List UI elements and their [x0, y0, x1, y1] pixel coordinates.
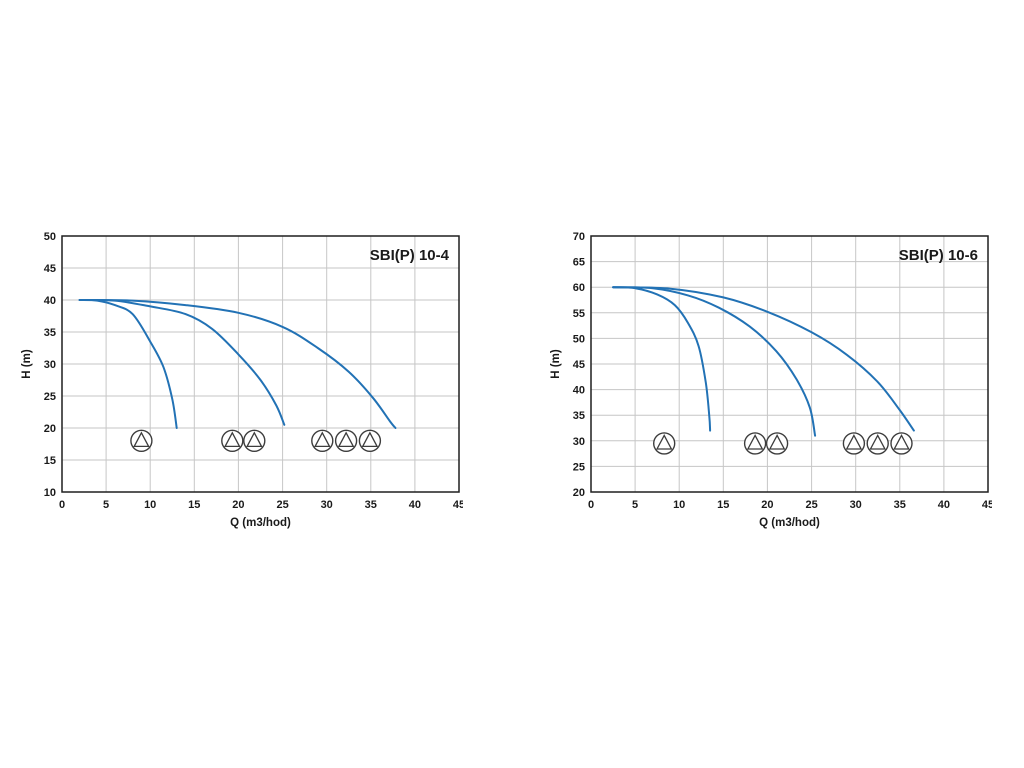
x-tick-label: 0: [59, 499, 65, 511]
x-tick-label: 35: [365, 499, 377, 511]
x-tick-label: 5: [632, 499, 638, 511]
y-tick-label: 30: [44, 359, 56, 371]
pump-icon: [652, 432, 676, 455]
axis-tick-labels: 0 5 10 15 20 25 30 35 40 45 20 25 30 35 40 45 50 55 60 65 70: [573, 231, 992, 511]
pump-curve-2: [612, 286, 817, 437]
pump-icon: [866, 432, 889, 455]
x-tick-label: 15: [717, 499, 729, 511]
chart-title: SBI(P) 10-6: [899, 247, 978, 264]
pump-curves: [612, 286, 915, 437]
x-tick-label: 5: [103, 499, 109, 511]
x-tick-label: 40: [409, 499, 421, 511]
charts-row: 0 5 10 15 20 25 30 35 40 45 10 15 20 25 30 35 40 45 50 Q (m…: [18, 230, 992, 542]
chart-title: SBI(P) 10-4: [370, 247, 450, 264]
y-tick-label: 45: [44, 263, 56, 275]
y-axis-label: H (m): [550, 349, 562, 379]
y-axis-label: H (m): [21, 349, 33, 379]
x-tick-label: 10: [673, 499, 685, 511]
y-tick-label: 20: [44, 423, 56, 435]
plot-border: [61, 235, 460, 493]
y-tick-label: 25: [44, 391, 56, 403]
y-tick-label: 50: [573, 333, 585, 345]
pump-icon: [221, 429, 244, 453]
pump-icon: [334, 429, 358, 453]
pump-icon: [890, 432, 913, 455]
y-tick-label: 40: [573, 385, 585, 397]
y-tick-label: 45: [573, 359, 585, 371]
x-tick-label: 0: [588, 499, 594, 511]
chart-figure-sbip-10-4: 0 5 10 15 20 25 30 35 40 45 10 15 20 25 30 35 40 45 50 Q (m…: [18, 230, 463, 542]
y-tick-label: 65: [573, 257, 585, 269]
pump-curves: [78, 298, 397, 429]
pump-curve-3: [78, 299, 397, 429]
x-axis-label: Q (m3/hod): [759, 517, 820, 529]
y-tick-label: 35: [44, 327, 56, 339]
x-tick-label: 30: [850, 499, 862, 511]
y-tick-label: 30: [573, 436, 585, 448]
pump-icon: [311, 429, 334, 453]
y-tick-label: 40: [44, 295, 56, 307]
y-tick-label: 50: [44, 231, 56, 243]
x-tick-label: 25: [805, 499, 817, 511]
x-tick-label: 35: [894, 499, 906, 511]
pump-curve-2: [78, 298, 286, 426]
y-tick-label: 10: [44, 487, 56, 499]
chart-canvas-sbip-10-6: 0 5 10 15 20 25 30 35 40 45 20 25 30 35 40 45 50 55 60 65 70…: [550, 231, 992, 529]
x-tick-label: 30: [321, 499, 333, 511]
y-tick-label: 20: [573, 487, 585, 499]
pump-icons: [652, 432, 913, 455]
x-tick-label: 25: [276, 499, 288, 511]
pump-icon: [743, 432, 767, 455]
y-tick-label: 60: [573, 282, 585, 294]
pump-curve-3: [612, 286, 915, 432]
y-tick-label: 55: [573, 308, 585, 320]
pump-curve-1: [612, 286, 712, 432]
grid-lines: [591, 236, 988, 492]
y-tick-label: 25: [573, 461, 585, 473]
x-tick-label: 15: [188, 499, 200, 511]
x-tick-label: 20: [761, 499, 773, 511]
chart-canvas-sbip-10-4: 0 5 10 15 20 25 30 35 40 45 10 15 20 25 30 35 40 45 50 Q (m…: [21, 231, 463, 529]
plot-border: [590, 235, 989, 493]
x-tick-label: 45: [453, 499, 463, 511]
axis-tick-labels: 0 5 10 15 20 25 30 35 40 45 10 15 20 25 30 35 40 45 50: [44, 231, 463, 511]
x-tick-label: 20: [232, 499, 244, 511]
x-tick-label: 10: [144, 499, 156, 511]
pump-icon: [130, 429, 153, 453]
y-tick-label: 15: [44, 455, 56, 467]
x-axis-label: Q (m3/hod): [230, 517, 291, 529]
grid-lines: [62, 236, 459, 492]
pump-icons: [130, 429, 382, 453]
y-tick-label: 70: [573, 231, 585, 243]
y-tick-label: 35: [573, 410, 585, 422]
pump-icon: [243, 429, 266, 453]
pump-icon: [842, 432, 866, 455]
x-tick-label: 45: [982, 499, 992, 511]
pump-icon: [358, 429, 382, 453]
pump-icon: [765, 432, 789, 455]
x-tick-label: 40: [938, 499, 950, 511]
chart-figure-sbip-10-6: 0 5 10 15 20 25 30 35 40 45 20 25 30 35 40 45 50 55 60 65 70…: [547, 230, 992, 542]
